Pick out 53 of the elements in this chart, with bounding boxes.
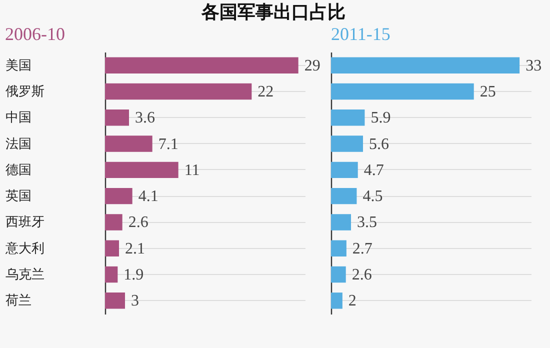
bar — [105, 110, 129, 126]
data-label: 29 — [304, 57, 320, 74]
bar — [105, 83, 252, 100]
data-label: 25 — [480, 83, 496, 100]
data-label: 5.6 — [369, 136, 389, 153]
bar — [105, 214, 122, 230]
bar — [331, 110, 365, 126]
chart-title: 各国军事出口占比 — [200, 2, 346, 23]
data-label: 2.6 — [128, 214, 148, 232]
data-label: 5.9 — [370, 110, 391, 127]
data-label: 4.1 — [138, 188, 158, 206]
data-label: 4.7 — [364, 162, 384, 179]
bar — [105, 57, 298, 74]
y-tick-label: 西班牙 — [6, 215, 44, 230]
bar — [105, 188, 132, 204]
bar — [105, 240, 119, 256]
bar — [331, 162, 358, 178]
data-label: 22 — [258, 83, 274, 100]
bar — [105, 136, 152, 152]
data-label: 2.7 — [352, 240, 372, 258]
data-label: 3.5 — [357, 214, 377, 232]
bar — [331, 266, 346, 283]
y-tick-label: 俄罗斯 — [6, 84, 44, 100]
y-tick-label: 意大利 — [4, 241, 44, 256]
data-label: 3 — [131, 292, 139, 310]
bar — [105, 162, 178, 178]
bar — [331, 83, 474, 100]
text: 2006-10 — [5, 24, 65, 44]
data-label: 33 — [526, 57, 542, 74]
y-tick-label: 德国 — [6, 162, 32, 178]
series-label: 2011-15 — [331, 24, 390, 44]
bar — [331, 188, 357, 204]
bar — [331, 214, 351, 230]
bar — [331, 292, 342, 309]
y-tick-label: 法国 — [6, 136, 32, 152]
bar — [331, 57, 520, 74]
data-label: 1.9 — [124, 266, 144, 284]
data-label: 2.6 — [352, 266, 372, 284]
data-label: 2.1 — [125, 240, 145, 258]
y-tick-label: 乌克兰 — [6, 268, 44, 283]
data-label: 3.6 — [135, 110, 155, 127]
y-tick-label: 美国 — [6, 57, 32, 74]
data-label: 4.5 — [362, 188, 383, 206]
data-label: 7.1 — [158, 136, 178, 153]
bar — [331, 136, 363, 152]
bar — [105, 266, 118, 283]
y-tick-label: 中国 — [6, 110, 32, 126]
bar — [331, 240, 346, 256]
y-tick-label: 英国 — [6, 189, 32, 204]
data-label: 2 — [348, 292, 356, 310]
y-tick-label: 荷兰 — [6, 294, 32, 309]
bar — [105, 292, 125, 309]
data-label: 11 — [184, 162, 200, 179]
